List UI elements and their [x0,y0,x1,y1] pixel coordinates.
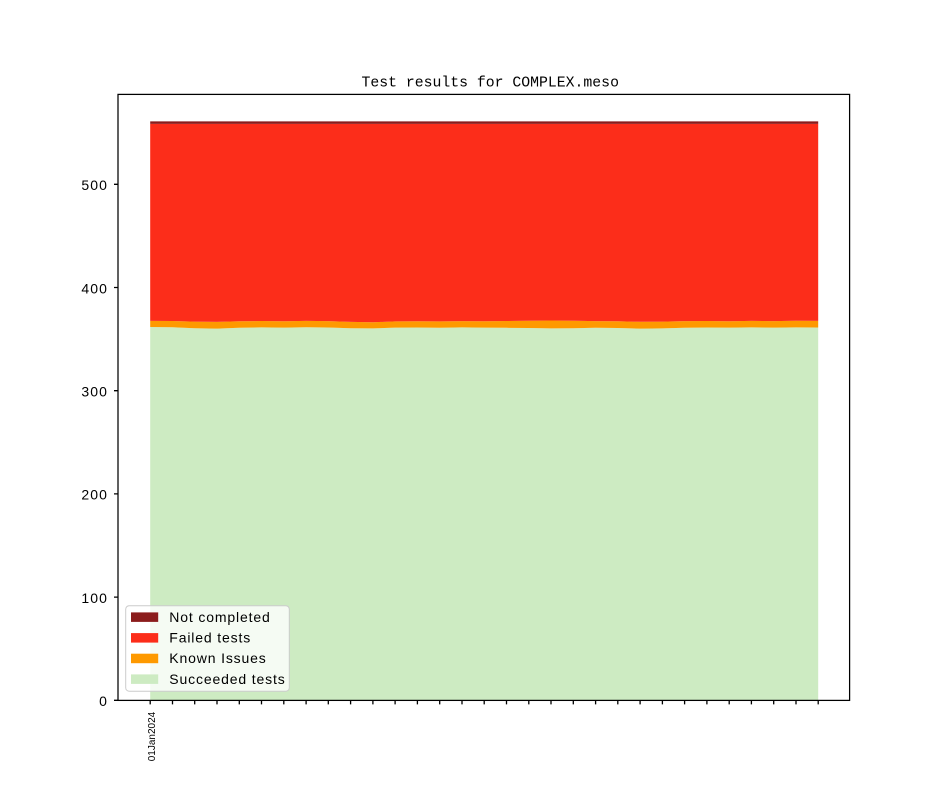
svg-text:300: 300 [81,384,108,400]
svg-text:Known Issues: Known Issues [169,650,266,666]
svg-text:01Jan2024: 01Jan2024 [147,711,158,761]
svg-text:Succeeded tests: Succeeded tests [169,671,285,687]
svg-text:Failed tests: Failed tests [169,630,251,646]
svg-text:100: 100 [81,590,108,606]
svg-text:Test results for COMPLEX.meso: Test results for COMPLEX.meso [361,75,619,91]
svg-text:Not completed: Not completed [169,609,270,625]
svg-text:500: 500 [81,177,108,193]
svg-text:400: 400 [81,280,108,296]
svg-text:200: 200 [81,487,108,503]
svg-text:0: 0 [99,693,108,709]
